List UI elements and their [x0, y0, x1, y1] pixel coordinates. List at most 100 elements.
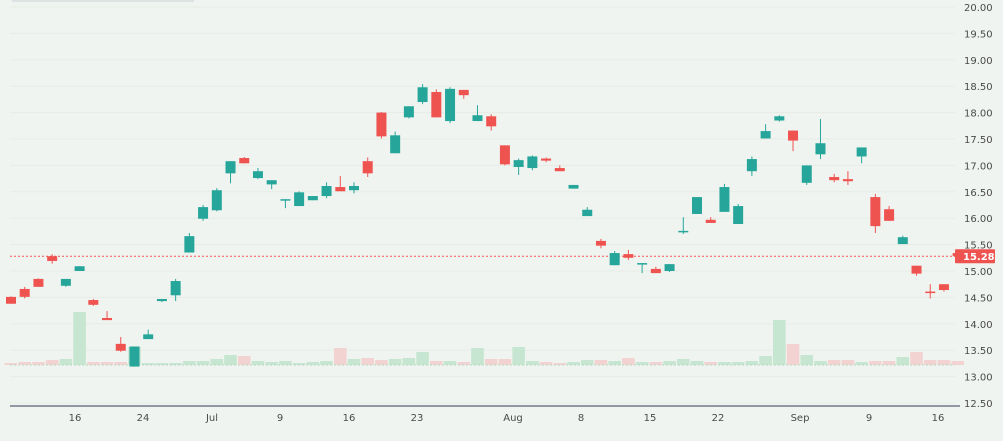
candle: [568, 184, 579, 189]
price-tick-label: 20.00: [964, 3, 993, 14]
candle: [431, 89, 442, 118]
volume-bar: [759, 356, 772, 365]
price-tick-label: 13.00: [964, 373, 993, 384]
volume-bar: [59, 359, 73, 365]
candle: [650, 266, 661, 274]
time-tick-label: 8: [578, 413, 584, 424]
candle: [527, 155, 538, 171]
volume-bar: [567, 362, 580, 365]
volume-bar: [388, 359, 402, 365]
candle: [47, 254, 58, 264]
volume-bar: [690, 361, 704, 365]
volume-bar: [676, 359, 690, 365]
time-tick-label: 16: [69, 413, 82, 424]
volume-bar: [718, 362, 731, 365]
volume-bar: [73, 312, 86, 365]
candle: [664, 264, 675, 273]
volume-bar: [457, 362, 471, 365]
volume-bar: [292, 363, 306, 365]
time-axis[interactable]: 16 24 Jul 9 16 23 Aug 8 15 22 Sep 9 16: [69, 413, 945, 424]
price-tick-label: 17.50: [964, 135, 993, 146]
candle: [705, 217, 716, 223]
volume-bar: [608, 361, 621, 365]
candle: [307, 196, 318, 201]
price-axis[interactable]: 20.00 19.50 19.00 18.50 18.00 17.50 17.00 16.50…: [964, 3, 993, 410]
volume-bar: [87, 362, 100, 365]
volume-bar: [402, 358, 416, 365]
volume-bar: [333, 348, 347, 365]
volume-bar: [553, 363, 567, 365]
volume-bar: [923, 360, 937, 365]
price-tick-label: 12.50: [964, 399, 993, 410]
price-tick-label: 19.00: [964, 56, 993, 67]
time-tick-label: 22: [712, 413, 725, 424]
price-tick-label: 13.50: [964, 346, 993, 357]
volume-bar: [237, 356, 251, 365]
candle: [760, 124, 771, 139]
price-tick-label: 18.00: [964, 109, 993, 120]
candle: [6, 296, 16, 304]
candle: [156, 298, 167, 303]
candle: [801, 165, 812, 185]
candle: [842, 171, 853, 185]
volume-bar: [635, 362, 649, 365]
candle: [184, 232, 195, 253]
candle: [582, 207, 593, 217]
volume-bar: [498, 359, 512, 365]
volume-bar: [18, 362, 32, 365]
time-tick-label: 15: [644, 413, 657, 424]
candle: [623, 249, 634, 260]
volume-bar: [745, 361, 759, 365]
candle: [746, 156, 757, 176]
volume-bar: [786, 344, 800, 365]
candle: [911, 265, 922, 276]
candle: [74, 266, 85, 271]
volume-bar: [279, 361, 292, 365]
candle: [719, 183, 730, 212]
volume-bar: [814, 361, 827, 365]
time-tick-label: 23: [411, 413, 424, 424]
last-price-label: 15.28: [955, 249, 995, 264]
candle: [33, 278, 44, 287]
candle: [280, 199, 291, 209]
volume-bar: [320, 361, 333, 365]
candle: [129, 346, 140, 367]
candle: [938, 284, 949, 292]
candle: [349, 182, 359, 194]
volume-bar: [704, 362, 718, 365]
time-tick-label: 24: [137, 413, 150, 424]
candle: [870, 193, 881, 233]
candle: [445, 87, 456, 124]
time-tick-label: 9: [277, 413, 283, 424]
volume-bar: [45, 360, 59, 365]
candle: [897, 235, 908, 245]
volume-bar: [580, 360, 594, 365]
candle: [513, 158, 524, 175]
candle: [788, 130, 799, 152]
volume-bar: [622, 358, 635, 365]
volume-bar: [937, 360, 951, 365]
candle: [417, 84, 428, 105]
volume-bar: [251, 361, 265, 365]
volume-bar: [210, 359, 224, 365]
volume-bar: [306, 362, 320, 365]
candle: [211, 188, 222, 212]
candle: [266, 180, 277, 190]
time-tick-label: Jul: [205, 413, 218, 424]
volume-bar: [594, 360, 608, 365]
volume-bar: [882, 361, 896, 365]
volume-bar: [265, 362, 278, 365]
volume-bars: [4, 312, 964, 366]
volume-bar: [827, 360, 841, 365]
price-tick-label: 15.00: [964, 267, 993, 278]
candle: [252, 168, 263, 180]
candle: [829, 173, 840, 183]
top-scrollbar[interactable]: [12, 0, 194, 2]
volume-bar: [114, 362, 128, 365]
time-tick-label: 16: [343, 413, 356, 424]
price-tick-label: 14.50: [964, 293, 993, 304]
volume-bar: [4, 363, 18, 365]
candle: [884, 206, 895, 221]
